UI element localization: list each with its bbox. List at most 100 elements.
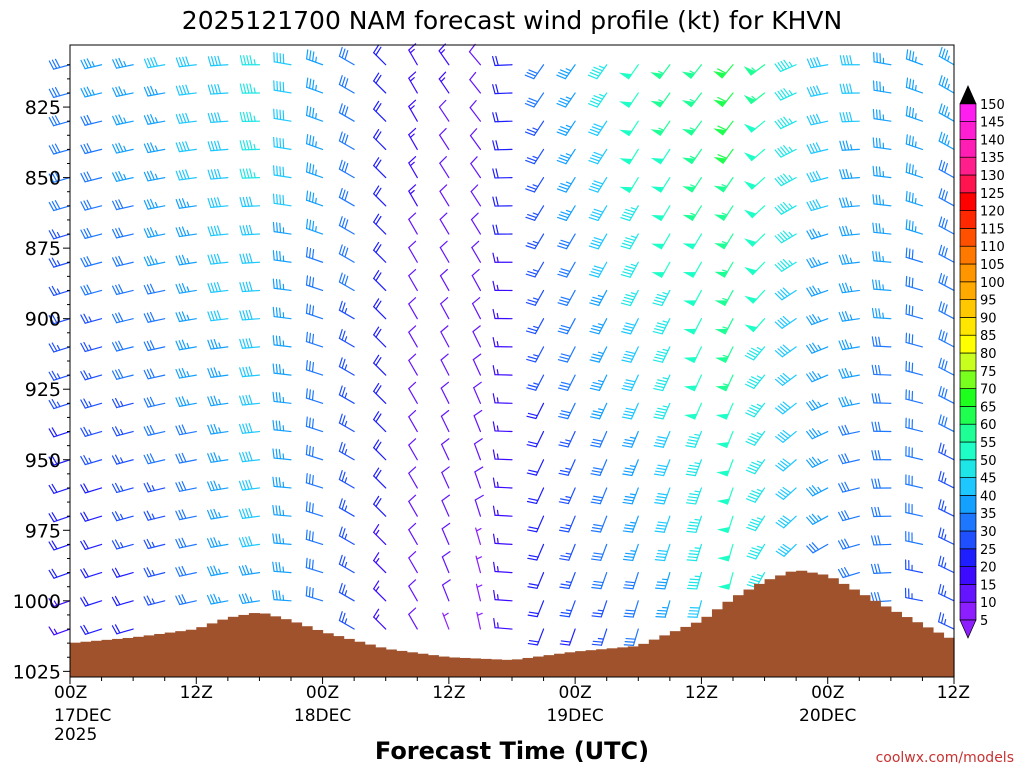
barb-flag [80, 371, 86, 381]
wind-barb [239, 55, 261, 66]
barb-shaft [598, 346, 608, 363]
barb-flag [175, 283, 181, 294]
wind-barb [873, 51, 892, 66]
wind-barb [622, 543, 639, 562]
terrain-step [659, 635, 671, 677]
barb-shaft [373, 531, 387, 545]
terrain-step [490, 659, 503, 677]
wind-barb [806, 485, 829, 497]
wind-barb [837, 567, 860, 579]
barb-half-flag [154, 201, 159, 208]
barb-flag [375, 498, 382, 508]
barb-flag [111, 398, 118, 409]
barb-flag [878, 251, 881, 262]
barb-flag [777, 348, 786, 356]
barb-flag [657, 549, 669, 553]
barb-flag [839, 83, 843, 94]
barb-shaft [663, 515, 671, 533]
barb-flag [206, 538, 212, 548]
barb-flag [341, 528, 346, 539]
terrain-step [364, 644, 376, 677]
barb-flag [525, 273, 536, 278]
barb-half-flag [565, 124, 572, 128]
wind-barb [471, 297, 482, 320]
barb-flag [780, 460, 789, 468]
wind-barb [111, 482, 134, 494]
barb-flag [590, 299, 601, 304]
barb-flag [941, 387, 945, 398]
barb-half-flag [315, 113, 317, 120]
colorbar-box [959, 263, 977, 283]
barb-half-flag [186, 201, 190, 208]
barb-half-flag [757, 545, 764, 549]
barb-flag [308, 106, 312, 118]
barb-shaft [600, 543, 608, 561]
barb-half-flag [186, 229, 190, 236]
barb-flag [341, 302, 346, 313]
barb-half-flag [630, 521, 637, 524]
barb-flag [213, 395, 218, 406]
barb-flag [813, 85, 818, 96]
terrain-step [606, 648, 618, 677]
barb-flag [875, 251, 878, 262]
barb-flag [344, 134, 349, 145]
barb-flag [749, 464, 760, 470]
wind-barb [557, 205, 576, 221]
wind-barb [143, 198, 166, 210]
wind-barb [685, 459, 703, 477]
barb-pennant [683, 385, 698, 392]
barb-shaft [938, 281, 955, 292]
wind-barb [774, 145, 797, 158]
barb-flag [273, 136, 275, 148]
wind-barb [938, 188, 955, 207]
barb-shaft [494, 598, 513, 602]
barb-pennant [744, 295, 758, 304]
barb-flag [375, 187, 382, 197]
barb-flag [181, 311, 187, 322]
barb-half-flag [756, 460, 763, 464]
barb-flag [877, 591, 881, 603]
barb-flag [528, 554, 539, 558]
barb-flag [146, 340, 152, 351]
barb-shaft [440, 387, 450, 404]
wind-barb [938, 499, 955, 517]
barb-flag [621, 214, 632, 219]
barb-half-flag [658, 99, 665, 103]
barb-flag [653, 387, 664, 392]
wind-barb [48, 171, 71, 183]
barb-shaft [938, 197, 955, 207]
barb-flag [149, 255, 155, 265]
wind-barb [272, 589, 292, 602]
barb-half-flag [943, 618, 947, 626]
wind-barb [654, 515, 671, 533]
barb-shaft [630, 374, 639, 392]
wind-barb [681, 92, 703, 108]
barb-flag [492, 112, 496, 123]
barb-half-flag [120, 485, 124, 492]
barb-flag [341, 133, 346, 144]
wind-barb [238, 422, 261, 434]
barb-flag [111, 370, 118, 380]
barb-flag [657, 407, 668, 411]
barb-flag [875, 279, 878, 291]
barb-shaft [568, 600, 576, 618]
wind-barb [80, 426, 103, 437]
barb-half-flag [151, 570, 156, 576]
barb-half-flag [56, 316, 61, 323]
barb-flag [149, 453, 155, 463]
barb-flag [373, 354, 380, 364]
wind-barb [440, 325, 450, 348]
wind-barb [492, 393, 513, 404]
barb-shaft [873, 203, 892, 207]
barb-flag [272, 448, 275, 459]
colorbar-label: 35 [980, 507, 997, 522]
terrain-step [848, 589, 860, 677]
barb-shaft [695, 515, 703, 533]
barb-flag [207, 339, 212, 350]
colorbar-box [959, 512, 977, 532]
barb-flag [146, 482, 152, 492]
barb-flag [528, 498, 539, 502]
wind-barb [468, 43, 482, 66]
barb-flag [471, 297, 481, 305]
barb-flag [83, 228, 89, 239]
